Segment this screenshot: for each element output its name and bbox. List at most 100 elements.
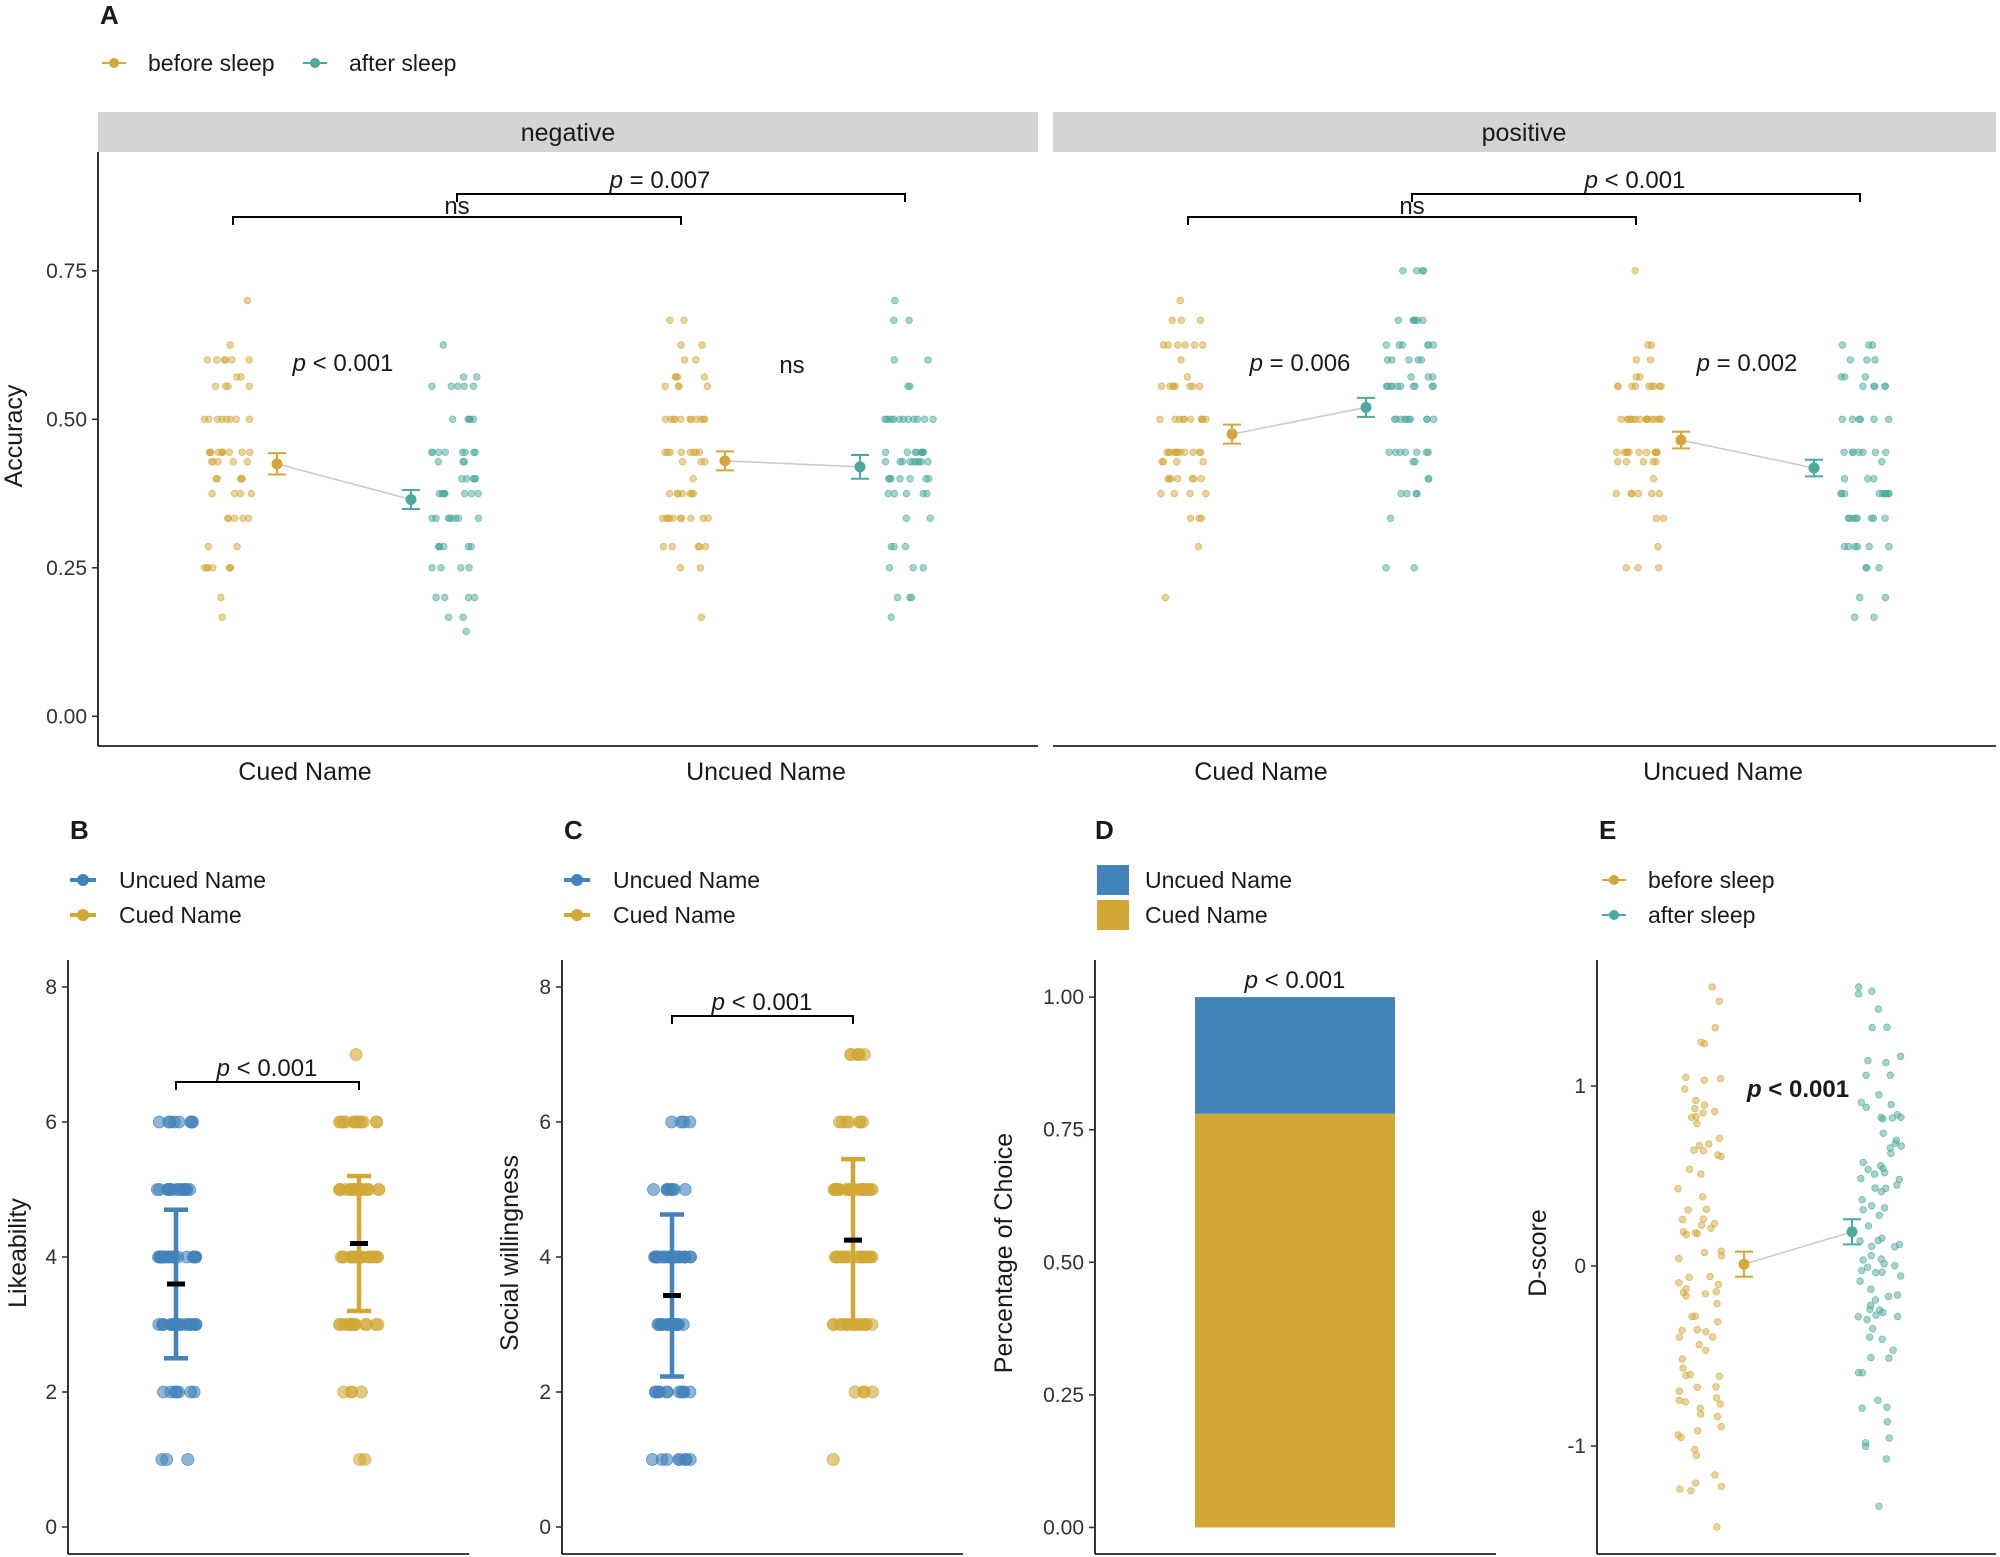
data-point [459,613,467,621]
data-point [1857,1174,1865,1183]
data-point [686,415,694,423]
x-label-uncued-positive: Uncued Name [1643,758,1803,786]
data-point [1867,514,1876,522]
data-point [1687,1487,1695,1495]
bracket-negative-after [456,193,906,202]
data-point [1419,267,1428,275]
data-point [1678,1215,1687,1224]
mean-connector [724,460,861,468]
data-point [213,356,221,364]
data-point [1701,1346,1710,1354]
data-point [1878,1335,1886,1343]
data-point [1199,458,1207,466]
data-point [1889,1346,1897,1354]
data-point [1653,448,1661,456]
data-point [686,489,694,498]
panel-d-label: D [1095,815,1114,845]
panel-d-y-title: Percentage of Choice [990,1133,1018,1373]
y-tick-label: 0.75 [1043,1119,1084,1142]
panel-c-bracket-label: p < 0.001 [711,989,813,1016]
data-point [203,356,212,364]
data-point [1870,382,1879,390]
data-point [1859,448,1867,456]
data-point [666,316,674,324]
data-point [1188,382,1197,390]
data-point [684,1250,697,1264]
data-point [1893,1312,1902,1321]
panel-c-legend: Uncued Name Cued Name [564,867,760,928]
panel-d-legend: Uncued Name Cued Name [1097,865,1292,930]
data-point [1885,1354,1893,1362]
data-point [1840,373,1849,381]
x-label-cued-negative: Cued Name [238,758,371,786]
data-point [1717,1422,1725,1431]
data-point [1401,448,1409,456]
data-point [1697,1170,1705,1178]
bracket-positive-after-label: p < 0.001 [1584,167,1686,194]
data-point [1855,415,1863,423]
bracket-positive-cued [1187,216,1637,225]
panel-a: A before sleep after sleep Accuracy 0.00… [0,0,1996,786]
data-point [1881,593,1890,602]
data-point [208,489,216,498]
data-point [1675,1387,1683,1395]
data-point [1622,564,1630,572]
data-point [672,1453,686,1466]
legend-after-label: after sleep [349,50,456,76]
data-point [890,316,898,324]
data-point [1158,458,1166,466]
data-point [1407,373,1415,381]
data-point [437,564,445,572]
y-tick-label: 0.50 [1043,1251,1084,1274]
data-point [226,341,234,349]
data-point [1632,356,1640,364]
data-point [1181,341,1189,349]
data-point [881,458,890,466]
data-point [1864,341,1873,349]
data-point [881,415,889,423]
data-point [1674,1184,1682,1193]
data-point [428,382,436,390]
data-point [454,514,463,522]
data-point [1167,475,1175,483]
data-point [1686,1370,1694,1379]
legend-uncued-label: Uncued Name [1145,867,1292,893]
data-point [349,1048,363,1061]
data-point [1886,1144,1894,1152]
data-point [1423,415,1431,423]
data-point [1634,564,1642,572]
data-point [1700,1248,1709,1257]
data-point [1157,489,1165,498]
y-tick-label: 2 [539,1381,551,1404]
data-point [245,382,254,390]
data-point [444,613,453,621]
data-point [1675,1333,1684,1341]
data-point [1700,1076,1708,1084]
data-point [1394,316,1403,324]
data-point [914,458,923,466]
data-point [890,489,898,498]
data-point [1188,475,1196,483]
data-point [1717,1482,1726,1491]
data-point [704,514,712,522]
panel-c: C Uncued Name Cued Name Social willingne… [496,815,963,1555]
data-point [865,1318,879,1331]
legend-after-label: after sleep [1648,902,1755,928]
data-point [678,1183,692,1196]
data-point [1882,1455,1891,1463]
data-point [660,1385,674,1399]
data-point [1856,1277,1864,1285]
data-point [1170,489,1178,498]
data-point [1846,356,1855,364]
data-point [1177,356,1185,364]
data-point [905,316,913,324]
data-point [651,1318,665,1331]
data-point [1620,448,1629,456]
legend-uncued-marker [571,874,583,886]
data-point [1635,448,1643,456]
data-point [230,489,239,498]
data-point [1704,1140,1713,1148]
legend-before-label: before sleep [148,50,275,76]
panel-a-label: A [100,0,119,30]
legend-before-label: before sleep [1648,867,1775,893]
